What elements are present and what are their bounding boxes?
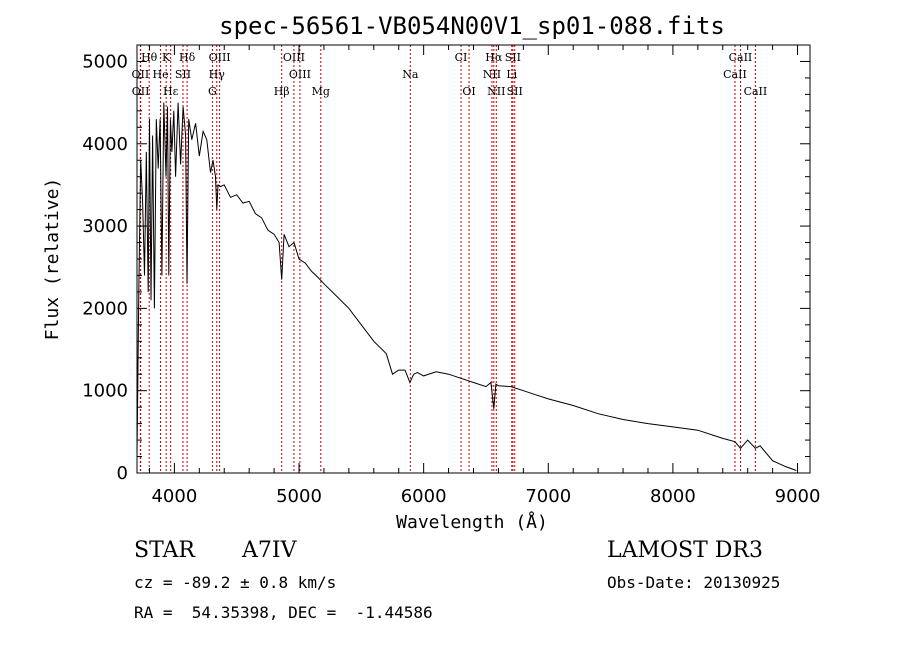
axes: 4000 5000 6000 7000 8000 9000 0 1000 2000 3000 400… bbox=[82, 44, 821, 507]
y-axis-label: Flux (relative) bbox=[42, 178, 63, 341]
line-label: OIII bbox=[209, 51, 231, 64]
spectral-subclass: A7IV bbox=[242, 538, 297, 563]
survey-name: LAMOST DR3 bbox=[607, 538, 763, 563]
coordinates: RA = 54.35398, DEC = -1.44586 bbox=[134, 603, 433, 622]
line-label: CaII bbox=[729, 51, 753, 64]
spectrum-line bbox=[136, 102, 797, 471]
line-label: CaII bbox=[744, 85, 768, 98]
line-label: OI bbox=[462, 85, 475, 98]
line-markers bbox=[139, 45, 756, 473]
line-label: Na bbox=[402, 68, 419, 81]
line-label: Li bbox=[506, 68, 517, 81]
line-label: NII bbox=[483, 68, 501, 81]
line-label: Hδ bbox=[179, 51, 196, 64]
line-label: SII bbox=[175, 68, 191, 81]
x-tick-label: 5000 bbox=[276, 486, 322, 507]
chart-title: spec-56561-VB054N00V1_sp01-088.fits bbox=[219, 12, 725, 40]
y-tick-label: 0 bbox=[117, 463, 128, 484]
redshift-value: cz = -89.2 ± 0.8 km/s bbox=[134, 573, 337, 592]
line-label: K bbox=[162, 51, 171, 64]
y-tick-label: 2000 bbox=[82, 298, 128, 319]
line-label: Hε bbox=[163, 85, 179, 98]
x-tick-label: 6000 bbox=[401, 486, 447, 507]
y-tick-label: 1000 bbox=[82, 381, 128, 402]
line-label: Mg bbox=[312, 85, 330, 98]
line-label: Hβ bbox=[274, 85, 290, 98]
y-tick-label: 5000 bbox=[82, 51, 128, 72]
x-tick-label: 7000 bbox=[525, 486, 571, 507]
line-label: He bbox=[153, 68, 169, 81]
line-label: SII bbox=[507, 85, 523, 98]
line-label: Hθ bbox=[141, 51, 158, 64]
object-type: STAR bbox=[134, 538, 195, 563]
x-axis-label: Wavelength (Å) bbox=[396, 511, 548, 533]
line-label: OIII bbox=[283, 51, 305, 64]
line-label: CaII bbox=[723, 68, 747, 81]
y-tick-label: 3000 bbox=[82, 216, 128, 237]
line-label: Hα bbox=[485, 51, 503, 64]
line-label: OII bbox=[132, 68, 150, 81]
x-tick-label: 4000 bbox=[151, 486, 197, 507]
line-label: OII bbox=[132, 85, 150, 98]
line-label: NII bbox=[487, 85, 505, 98]
plot-frame bbox=[136, 44, 811, 474]
line-label: CI bbox=[455, 51, 468, 64]
observation-date: Obs-Date: 20130925 bbox=[607, 573, 781, 592]
y-tick-label: 4000 bbox=[82, 134, 128, 155]
line-label: OIII bbox=[289, 68, 311, 81]
line-label: SII bbox=[505, 51, 521, 64]
line-label: Hγ bbox=[209, 68, 226, 81]
x-tick-label: 9000 bbox=[775, 486, 821, 507]
x-tick-label: 8000 bbox=[650, 486, 696, 507]
line-label: G bbox=[208, 85, 217, 98]
